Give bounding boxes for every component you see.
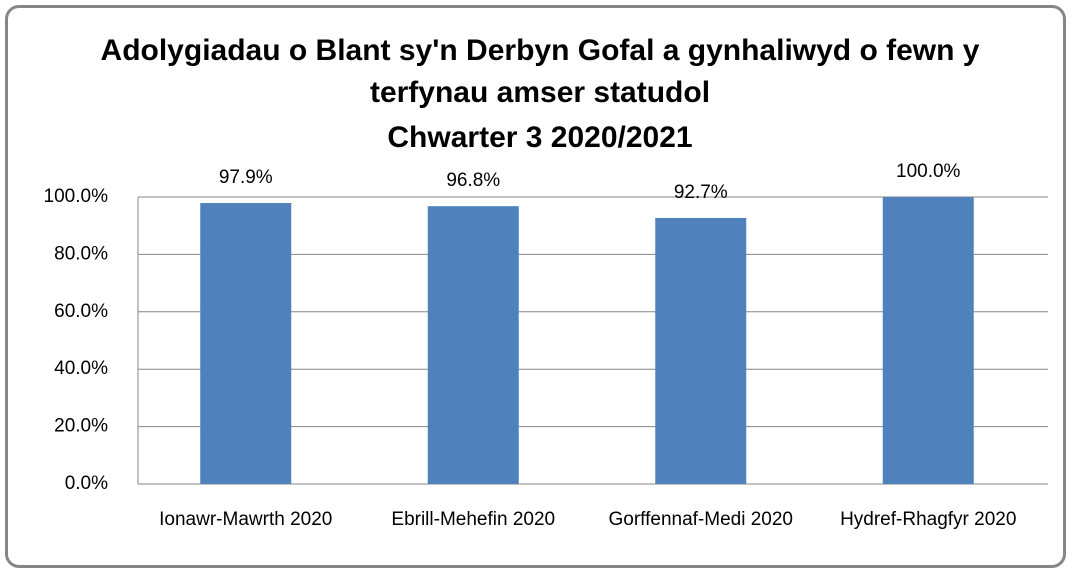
x-tick-label: Ebrill-Mehefin 2020: [391, 509, 556, 530]
x-tick-label: Hydref-Rhagfyr 2020: [840, 509, 1017, 530]
bar: [882, 197, 974, 484]
y-tick-label: 20.0%: [54, 416, 108, 437]
bar: [200, 203, 292, 485]
y-tick-label: 100.0%: [44, 186, 109, 207]
data-label: 92.7%: [674, 182, 728, 203]
x-tick-label: Ionawr-Mawrth 2020: [159, 509, 333, 530]
bar: [655, 217, 747, 485]
chart-subtitle: Chwarter 3 2020/2021: [387, 121, 693, 154]
y-tick-label: 40.0%: [54, 358, 108, 379]
data-label: 96.8%: [446, 170, 500, 191]
chart-frame: [5, 5, 1066, 568]
data-label: 97.9%: [219, 167, 273, 188]
data-label: 100.0%: [896, 161, 961, 182]
bar: [427, 206, 519, 484]
y-tick-label: 80.0%: [54, 243, 108, 264]
y-tick-label: 0.0%: [65, 473, 108, 494]
x-tick-label: Gorffennaf-Medi 2020: [608, 509, 794, 530]
y-tick-label: 60.0%: [54, 301, 108, 322]
chart-title: Adolygiadau o Blant sy'n Derbyn Gofal a …: [100, 34, 980, 109]
